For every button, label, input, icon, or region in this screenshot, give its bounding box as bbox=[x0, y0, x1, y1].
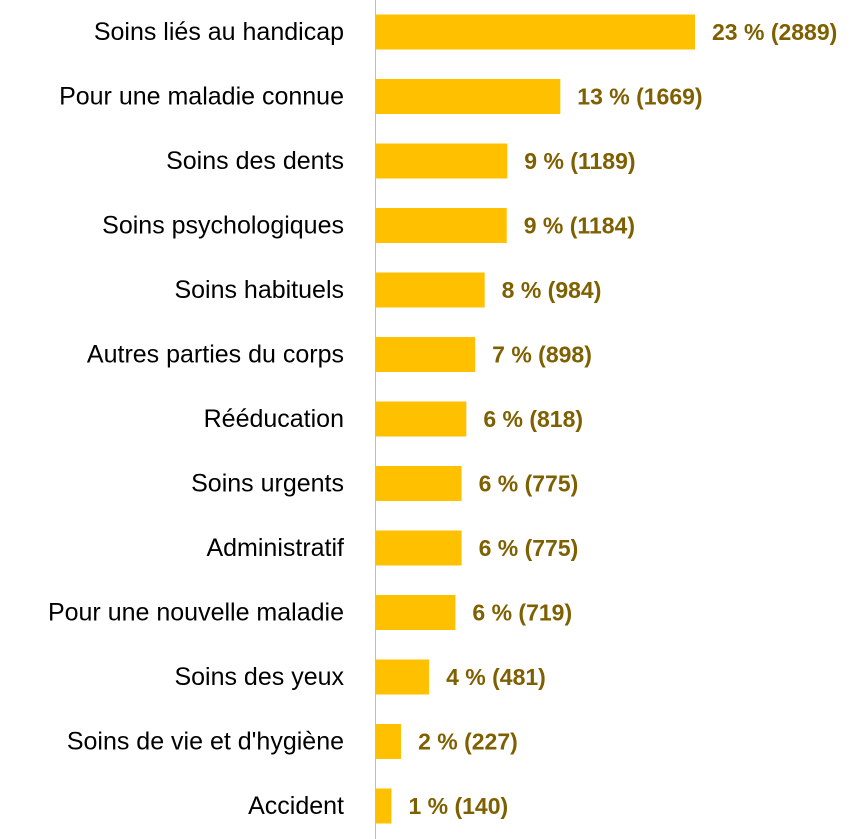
category-label: Soins des yeux bbox=[174, 663, 344, 691]
data-label: 8 % (984) bbox=[502, 277, 602, 303]
data-label: 1 % (140) bbox=[408, 793, 508, 819]
bars-group bbox=[376, 14, 695, 824]
data-labels-group: 23 % (2889) 13 % (1669) 9 % (1189) 9 % (118… bbox=[408, 19, 837, 819]
bar bbox=[376, 272, 485, 308]
category-label: Soins des dents bbox=[166, 147, 344, 175]
data-label: 6 % (719) bbox=[472, 600, 572, 626]
data-label: 7 % (898) bbox=[492, 342, 592, 368]
category-label: Soins habituels bbox=[174, 276, 344, 304]
bar bbox=[376, 208, 507, 243]
category-label: Soins urgents bbox=[191, 470, 344, 498]
data-label: 23 % (2889) bbox=[712, 19, 837, 45]
bar bbox=[376, 466, 462, 501]
data-label: 13 % (1669) bbox=[577, 84, 702, 110]
category-label: Accident bbox=[248, 792, 344, 820]
bar bbox=[376, 724, 402, 759]
bar bbox=[376, 595, 456, 630]
category-label: Soins de vie et d'hygiène bbox=[67, 728, 344, 756]
category-label: Soins psychologiques bbox=[102, 212, 344, 240]
data-label: 9 % (1189) bbox=[524, 148, 635, 174]
data-label: 6 % (818) bbox=[483, 406, 583, 432]
bar bbox=[376, 14, 695, 50]
bar bbox=[376, 79, 561, 114]
bar bbox=[376, 788, 392, 824]
category-label: Pour une maladie connue bbox=[59, 83, 344, 111]
category-label: Rééducation bbox=[204, 405, 344, 433]
category-labels-group: Soins liés au handicap Pour une maladie c… bbox=[48, 18, 345, 820]
bar bbox=[376, 530, 462, 566]
data-label: 6 % (775) bbox=[479, 471, 579, 497]
category-label: Pour une nouvelle maladie bbox=[48, 599, 344, 627]
category-label: Administratif bbox=[206, 534, 344, 562]
category-label: Soins liés au handicap bbox=[94, 18, 344, 46]
bar bbox=[376, 659, 430, 695]
data-label: 4 % (481) bbox=[446, 664, 546, 690]
bar bbox=[376, 337, 476, 372]
data-label: 9 % (1184) bbox=[524, 213, 635, 239]
category-label: Autres parties du corps bbox=[87, 341, 344, 369]
data-label: 6 % (775) bbox=[479, 535, 579, 561]
data-label: 2 % (227) bbox=[418, 729, 518, 755]
bar bbox=[376, 143, 508, 179]
bar bbox=[376, 401, 467, 437]
